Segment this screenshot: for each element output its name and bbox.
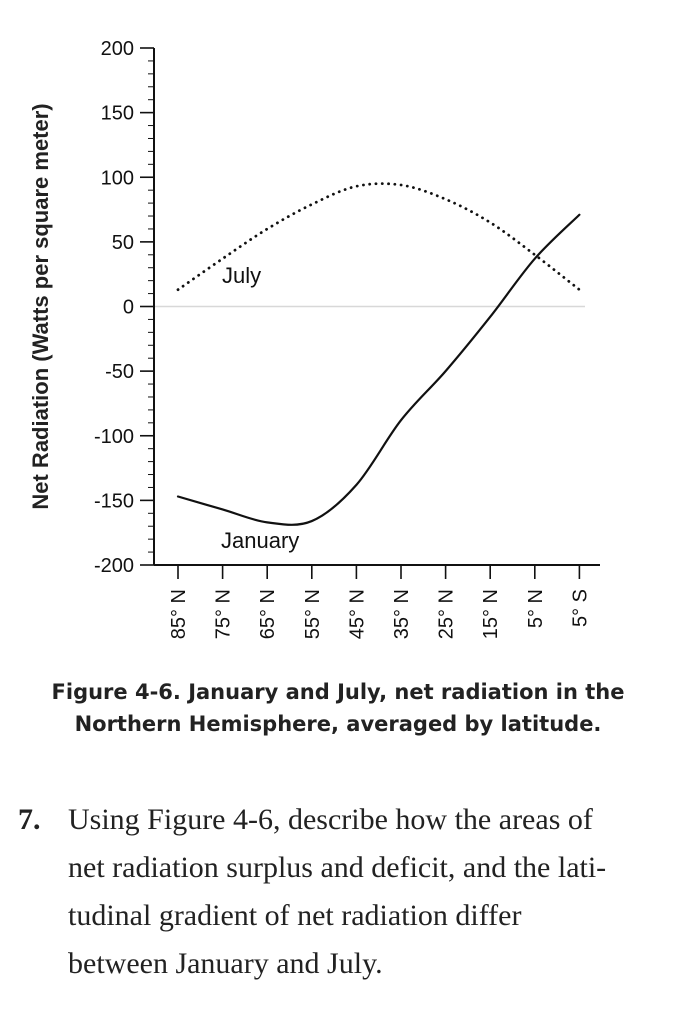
x-tick-label: 75° N	[213, 589, 235, 639]
y-tick-label: 100	[101, 167, 134, 189]
figure-caption-line-1: Figure 4-6. January and July, net radiat…	[51, 680, 625, 704]
y-tick-label: 0	[123, 297, 134, 319]
question-line: net radiation surplus and deficit, and t…	[68, 851, 607, 884]
y-tick-label: -100	[94, 426, 134, 448]
question-number: 7.	[18, 803, 41, 836]
y-tick-label: 150	[101, 103, 134, 125]
x-tick-label: 65° N	[257, 589, 279, 639]
y-tick-label: -200	[94, 555, 134, 577]
x-tick-label: 55° N	[302, 589, 324, 639]
y-axis-title: Net Radiation (Watts per square meter)	[28, 103, 53, 509]
january-series-line	[176, 213, 581, 526]
x-tick-label: 35° N	[391, 589, 413, 639]
x-tick-label: 25° N	[436, 589, 458, 639]
january-series-label: January	[221, 528, 299, 553]
labels-layer: -200 -150 -100 -50 0 50 100 150 200 85° N 75° N 65°…	[28, 38, 591, 639]
question-line: Using Figure 4-6, describe how the areas…	[68, 803, 593, 836]
july-series-line	[176, 182, 581, 292]
y-tick-label: -150	[94, 490, 134, 512]
series-layer	[176, 182, 581, 526]
figure-caption: Figure 4-6. January and July, net radiat…	[0, 676, 676, 740]
figure-caption-line-2: Northern Hemisphere, averaged by latitud…	[74, 712, 602, 736]
x-tick-label: 5° N	[525, 589, 547, 628]
y-tick-label: 50	[112, 232, 134, 254]
y-tick-label: 200	[101, 38, 134, 60]
x-tick-label: 5° S	[569, 589, 591, 627]
y-tick-label: -50	[105, 361, 134, 383]
question-block: 7. Using Figure 4-6, describe how the ar…	[18, 796, 658, 988]
question-line: tudinal gradient of net radiation differ	[68, 899, 522, 932]
x-tick-label: 45° N	[346, 589, 368, 639]
question-line: between January and July.	[68, 947, 383, 980]
july-series-label: July	[222, 263, 261, 288]
x-tick-label: 15° N	[480, 589, 502, 639]
axes-layer	[140, 47, 600, 579]
net-radiation-chart: -200 -150 -100 -50 0 50 100 150 200 85° N 75° N 65°…	[28, 38, 600, 639]
x-tick-label: 85° N	[168, 589, 190, 639]
